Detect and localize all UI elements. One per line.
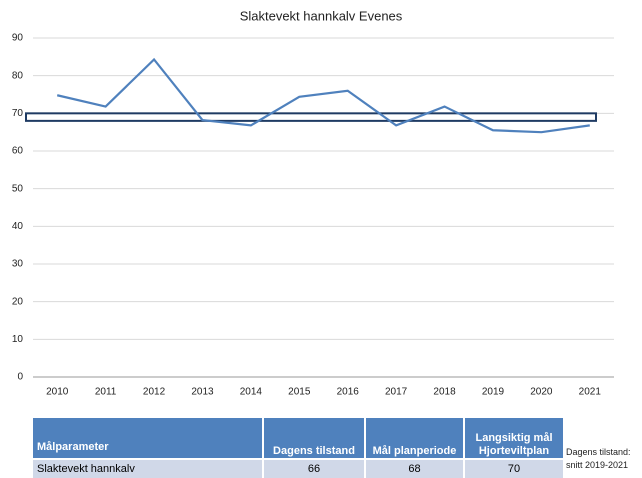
target-table: Målparameter Dagens tilstand Mål planper… <box>33 418 565 478</box>
chart-title: Slaktevekt hannkalv Evenes <box>240 8 403 23</box>
table-header: Målparameter <box>33 418 264 459</box>
x-tick-label: 2018 <box>433 387 456 398</box>
y-tick-label: 30 <box>12 259 24 270</box>
y-tick-label: 10 <box>12 334 24 345</box>
y-tick-label: 0 <box>17 372 23 383</box>
table-header: Mål planperiode <box>365 418 465 459</box>
table-header: Dagens tilstand <box>263 418 366 459</box>
x-tick-label: 2011 <box>95 387 117 398</box>
x-tick-label: 2020 <box>530 387 553 398</box>
note-line: Dagens tilstand: <box>566 447 631 457</box>
table-cell: 68 <box>365 458 465 478</box>
note-line: snitt 2019-2021 <box>566 460 629 470</box>
x-tick-label: 2021 <box>579 387 602 398</box>
x-tick-label: 2016 <box>337 387 360 398</box>
y-tick-label: 90 <box>12 33 24 44</box>
table-cell: 70 <box>464 458 565 478</box>
table-cell: Slaktevekt hannkalv <box>33 458 264 478</box>
x-tick-label: 2013 <box>191 387 214 398</box>
x-tick-label: 2014 <box>240 387 263 398</box>
x-tick-label: 2019 <box>482 387 505 398</box>
x-tick-label: 2017 <box>385 387 408 398</box>
y-tick-label: 70 <box>12 108 24 119</box>
x-tick-label: 2010 <box>46 387 69 398</box>
y-tick-label: 60 <box>12 146 24 157</box>
table-header: Langsiktig mål Hjorteviltplan <box>464 418 565 459</box>
y-tick-label: 40 <box>12 221 24 232</box>
y-tick-label: 80 <box>12 70 24 81</box>
x-tick-label: 2012 <box>143 387 166 398</box>
chart: Slaktevekt hannkalv Evenes 0 10 20 30 40 50 60… <box>12 8 614 398</box>
x-tick-label: 2015 <box>288 387 311 398</box>
table-cell: 66 <box>263 458 366 478</box>
data-line <box>56 57 590 134</box>
note: Dagens tilstand: snitt 2019-2021 <box>566 446 631 472</box>
y-tick-label: 20 <box>12 296 24 307</box>
y-tick-label: 50 <box>12 183 24 194</box>
target-band <box>25 112 597 122</box>
